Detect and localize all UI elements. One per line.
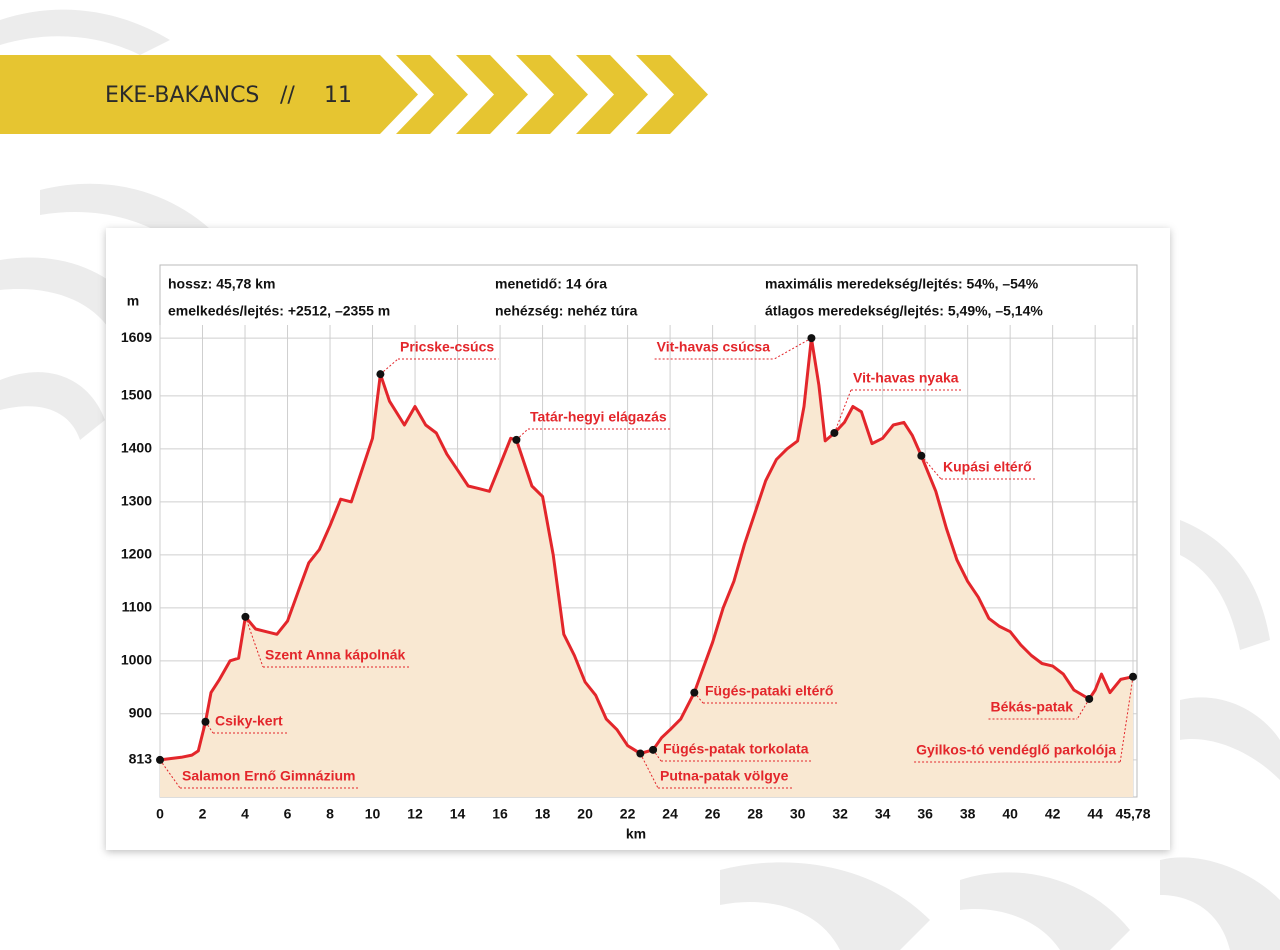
waypoint-marker bbox=[1129, 672, 1137, 681]
waypoint-label: Kupási eltérő bbox=[943, 459, 1032, 475]
header-banner bbox=[0, 55, 708, 134]
header-separator: // bbox=[280, 83, 295, 108]
waypoint-label: Fügés-pataki eltérő bbox=[705, 683, 833, 699]
x-tick-label: 22 bbox=[620, 806, 636, 822]
waypoint-marker bbox=[690, 688, 699, 697]
waypoint-label: Gyilkos-tó vendéglő parkolója bbox=[916, 742, 1116, 758]
x-tick-label: 16 bbox=[492, 806, 508, 822]
x-tick-label: 44 bbox=[1087, 806, 1103, 822]
y-tick-label: 1200 bbox=[121, 546, 152, 562]
x-axis-label: km bbox=[626, 826, 646, 842]
waypoint-label: Tatár-hegyi elágazás bbox=[530, 409, 667, 425]
x-tick-label: 10 bbox=[365, 806, 381, 822]
info-text: átlagos meredekség/lejtés: 5,49%, –5,14% bbox=[765, 303, 1043, 319]
info-box bbox=[161, 266, 1136, 325]
waypoint-leader bbox=[244, 616, 264, 668]
x-tick-label: 8 bbox=[326, 806, 334, 822]
waypoint-label: Salamon Ernő Gimnázium bbox=[182, 768, 355, 784]
waypoint-leader bbox=[773, 337, 812, 360]
watermark bbox=[0, 9, 1280, 950]
y-tick-label: 900 bbox=[129, 705, 153, 721]
waypoint-marker bbox=[807, 334, 816, 343]
header-title: EKE-BAKANCS bbox=[105, 83, 259, 108]
waypoint-label: Pricske-csúcs bbox=[400, 339, 494, 355]
waypoint-label: Fügés-patak torkolata bbox=[663, 741, 809, 757]
y-tick-label: 1609 bbox=[121, 329, 152, 345]
waypoint-marker bbox=[917, 451, 926, 460]
waypoint-label: Putna-patak völgye bbox=[660, 768, 789, 784]
x-tick-label: 30 bbox=[790, 806, 806, 822]
x-tick-label: 40 bbox=[1002, 806, 1018, 822]
waypoint-label: Vit-havas csúcsa bbox=[657, 339, 771, 355]
x-tick-label: 12 bbox=[407, 806, 423, 822]
waypoint-label: Csiky-kert bbox=[215, 713, 283, 729]
x-tick-label: 4 bbox=[241, 806, 249, 822]
header-page: 11 bbox=[324, 83, 352, 108]
x-tick-label: 26 bbox=[705, 806, 721, 822]
waypoint-marker bbox=[201, 717, 210, 726]
waypoint-leader bbox=[920, 455, 942, 480]
waypoint-marker bbox=[512, 435, 521, 444]
waypoint-marker bbox=[1085, 694, 1094, 703]
x-tick-label: 42 bbox=[1045, 806, 1061, 822]
profile-line bbox=[159, 336, 1134, 762]
waypoint-leader bbox=[159, 759, 181, 789]
waypoint-leader bbox=[639, 753, 659, 789]
profile-area bbox=[160, 338, 1133, 797]
y-tick-label: 1500 bbox=[121, 387, 152, 403]
waypoint-label: Szent Anna kápolnák bbox=[265, 647, 406, 663]
waypoint-marker bbox=[636, 749, 645, 758]
x-tick-label: 28 bbox=[747, 806, 763, 822]
x-tick-label: 38 bbox=[960, 806, 976, 822]
waypoint-marker bbox=[156, 755, 164, 764]
x-tick-label: 24 bbox=[662, 806, 678, 822]
x-tick-label: 18 bbox=[535, 806, 551, 822]
x-tick-label: 6 bbox=[284, 806, 292, 822]
x-tick-label: 32 bbox=[832, 806, 848, 822]
info-text: menetidő: 14 óra bbox=[495, 276, 607, 292]
info-text: nehézség: nehéz túra bbox=[495, 303, 638, 319]
y-tick-label: 1100 bbox=[122, 599, 153, 615]
y-tick-label: 1400 bbox=[121, 440, 152, 456]
info-text: hossz: 45,78 km bbox=[168, 276, 275, 292]
waypoint-marker bbox=[830, 428, 839, 437]
waypoint-label: Vit-havas nyaka bbox=[853, 370, 959, 386]
x-tick-label: 34 bbox=[875, 806, 891, 822]
y-tick-label: 1300 bbox=[121, 493, 152, 509]
x-tick-label: 45,78 bbox=[1115, 806, 1150, 822]
waypoint-marker bbox=[649, 745, 658, 754]
x-tick-label: 2 bbox=[199, 806, 207, 822]
x-tick-label: 36 bbox=[917, 806, 933, 822]
y-tick-label: 813 bbox=[129, 751, 153, 767]
waypoint-marker bbox=[241, 612, 250, 621]
info-text: emelkedés/lejtés: +2512, –2355 m bbox=[168, 303, 390, 319]
y-axis-label: m bbox=[127, 293, 139, 309]
y-tick-label: 1000 bbox=[121, 652, 152, 668]
x-tick-label: 20 bbox=[577, 806, 593, 822]
x-tick-label: 0 bbox=[156, 806, 164, 822]
x-tick-label: 14 bbox=[450, 806, 466, 822]
waypoint-marker bbox=[376, 370, 385, 379]
waypoint-label: Békás-patak bbox=[991, 699, 1074, 715]
info-text: maximális meredekség/lejtés: 54%, –54% bbox=[765, 276, 1039, 292]
waypoint-leader bbox=[516, 428, 529, 441]
